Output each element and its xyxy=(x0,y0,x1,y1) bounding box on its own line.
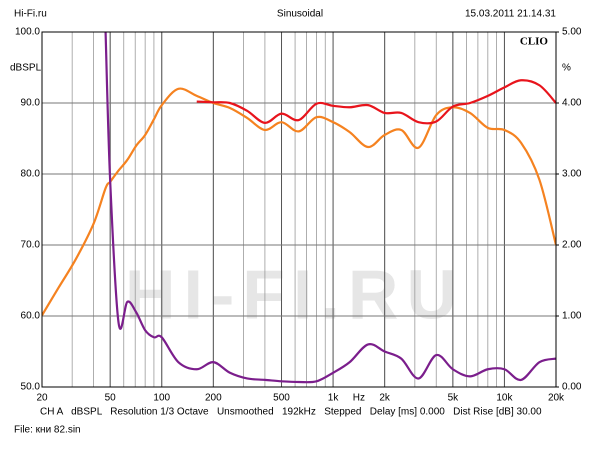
x-tick-label: 50 xyxy=(105,393,117,404)
series-line xyxy=(42,87,556,316)
footer: CH A dBSPL Resolution 1/3 Octave Unsmoot… xyxy=(40,407,542,418)
x-tick-label: 200 xyxy=(205,393,222,404)
chart-title: Sinusoidal xyxy=(277,9,323,20)
x-tick-label: 1k xyxy=(328,393,340,404)
y-tick-label: 60.0 xyxy=(21,311,41,322)
y-tick-label: 50.0 xyxy=(21,382,41,393)
header-right: 15.03.2011 21.14.31 xyxy=(465,9,556,20)
y-tick-label: 80.0 xyxy=(21,169,41,180)
y-tick-label: 70.0 xyxy=(21,240,41,251)
header-left: Hi-Fi.ru xyxy=(14,9,47,20)
y2-tick-label: 5.00 xyxy=(562,27,582,38)
x-unit-label: Hz xyxy=(353,393,365,404)
file-label: File: кни 82.sin xyxy=(14,425,81,436)
y2-tick-label: 1.00 xyxy=(562,311,582,322)
y2-tick-label: 2.00 xyxy=(562,240,582,251)
x-tick-label: 10k xyxy=(496,393,513,404)
series-line xyxy=(104,32,556,384)
x-tick-label: 500 xyxy=(273,393,290,404)
y2-tick-label: 0.00 xyxy=(562,382,582,393)
y2-axis-label: % xyxy=(562,63,571,74)
x-tick-label: 20 xyxy=(36,393,48,404)
y-axis-label: dBSPL xyxy=(10,63,42,74)
x-tick-label: 2k xyxy=(379,393,391,404)
y-tick-label: 90.0 xyxy=(21,98,41,109)
x-tick-label: 5k xyxy=(448,393,460,404)
y2-tick-label: 3.00 xyxy=(562,169,582,180)
y2-tick-label: 4.00 xyxy=(562,98,582,109)
x-tick-label: 100 xyxy=(153,393,170,404)
y-tick-label: 100.0 xyxy=(15,27,40,38)
series-line xyxy=(196,79,556,125)
plot-frame xyxy=(41,31,557,388)
brand: CLIO xyxy=(520,36,549,48)
x-tick-label: 20k xyxy=(548,393,565,404)
watermark: HI-FI.RU xyxy=(125,255,465,333)
